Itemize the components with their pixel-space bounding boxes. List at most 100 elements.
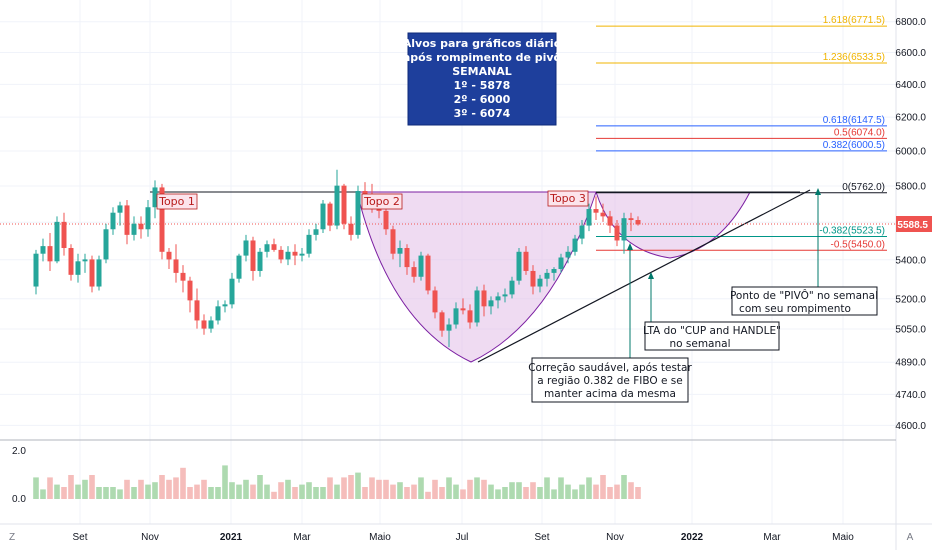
candle-body[interactable] bbox=[544, 272, 550, 279]
candle-body[interactable] bbox=[145, 207, 151, 230]
candle-body[interactable] bbox=[341, 185, 347, 224]
candle-body[interactable] bbox=[61, 221, 67, 249]
candle-body[interactable] bbox=[453, 308, 459, 325]
candle-body[interactable] bbox=[600, 212, 606, 217]
candle-body[interactable] bbox=[397, 248, 403, 254]
candle-body[interactable] bbox=[96, 259, 102, 287]
candle-body[interactable] bbox=[236, 255, 242, 279]
candle-body[interactable] bbox=[495, 296, 501, 301]
candle-body[interactable] bbox=[215, 306, 221, 321]
candle-body[interactable] bbox=[551, 269, 557, 273]
correction-note[interactable]: Correção saudável, após testar a região … bbox=[528, 243, 692, 403]
candle-body[interactable] bbox=[201, 320, 207, 329]
candle-body[interactable] bbox=[313, 229, 319, 235]
candle-body[interactable] bbox=[271, 244, 277, 250]
candle-body[interactable] bbox=[523, 251, 529, 271]
candle-body[interactable] bbox=[180, 272, 186, 281]
candle-body[interactable] bbox=[89, 259, 95, 287]
candle-body[interactable] bbox=[173, 259, 179, 273]
candle-body[interactable] bbox=[481, 290, 487, 307]
candle-body[interactable] bbox=[278, 249, 284, 260]
candle-body[interactable] bbox=[628, 218, 634, 221]
candle-body[interactable] bbox=[306, 234, 312, 254]
candle-body[interactable] bbox=[390, 229, 396, 254]
time-axis[interactable]: Set Nov 2021 Mar Maio Jul Set Nov 2022 Mar Maio bbox=[72, 532, 854, 543]
candle-body[interactable] bbox=[362, 190, 368, 195]
candle-body[interactable] bbox=[439, 312, 445, 331]
candle-body[interactable] bbox=[124, 205, 130, 235]
candle-body[interactable] bbox=[432, 290, 438, 313]
candle-body[interactable] bbox=[208, 320, 214, 329]
cup-shape[interactable] bbox=[356, 191, 597, 363]
topo3-label[interactable]: Topo 3 bbox=[547, 190, 589, 207]
candle-body[interactable] bbox=[579, 225, 585, 239]
auto-scale-button[interactable]: A bbox=[907, 532, 914, 543]
candle-body[interactable] bbox=[257, 251, 263, 271]
lta-note[interactable]: LTA do "CUP and HANDLE" no semanal bbox=[643, 272, 781, 351]
candle-body[interactable] bbox=[355, 190, 361, 235]
candle-body[interactable] bbox=[75, 261, 81, 275]
timezone-button[interactable]: Z bbox=[9, 532, 15, 543]
candle-body[interactable] bbox=[334, 185, 340, 226]
candle-body[interactable] bbox=[159, 187, 165, 252]
topo2-label[interactable]: Topo 2 bbox=[361, 193, 403, 210]
candle-body[interactable] bbox=[530, 270, 536, 287]
candle-body[interactable] bbox=[621, 218, 627, 241]
candle-body[interactable] bbox=[411, 267, 417, 277]
candle-body[interactable] bbox=[614, 225, 620, 241]
candle-body[interactable] bbox=[327, 203, 333, 226]
candle-body[interactable] bbox=[299, 253, 305, 256]
candle-body[interactable] bbox=[425, 255, 431, 291]
candle-body[interactable] bbox=[516, 251, 522, 281]
topo1-label[interactable]: Topo 1 bbox=[156, 193, 198, 210]
pivot-note[interactable]: Ponto de "PIVÔ" no semanal com seu rompi… bbox=[730, 188, 878, 316]
candle-body[interactable] bbox=[509, 280, 515, 295]
candle-body[interactable] bbox=[607, 216, 613, 226]
candle-body[interactable] bbox=[467, 310, 473, 323]
targets-box[interactable]: Alvos para gráficos diário após rompimen… bbox=[403, 32, 562, 126]
candle-body[interactable] bbox=[565, 251, 571, 258]
fibonacci-levels[interactable]: 1.618(6771.5)1.236(6533.5)0.618(6147.5)0… bbox=[596, 15, 887, 251]
candle-body[interactable] bbox=[558, 257, 564, 270]
candle-body[interactable] bbox=[131, 223, 137, 235]
candle-body[interactable] bbox=[40, 246, 46, 254]
candle-body[interactable] bbox=[229, 278, 235, 305]
candle-body[interactable] bbox=[117, 205, 123, 213]
candle-body[interactable] bbox=[404, 248, 410, 268]
candle-body[interactable] bbox=[103, 229, 109, 260]
candle-body[interactable] bbox=[68, 248, 74, 275]
candle-body[interactable] bbox=[292, 251, 298, 256]
candle-body[interactable] bbox=[54, 221, 60, 262]
candle-body[interactable] bbox=[250, 240, 256, 271]
candle-body[interactable] bbox=[264, 244, 270, 252]
candle-body[interactable] bbox=[418, 255, 424, 277]
candle-body[interactable] bbox=[572, 238, 578, 252]
candle-body[interactable] bbox=[166, 251, 172, 260]
candle-body[interactable] bbox=[320, 203, 326, 230]
candle-body[interactable] bbox=[243, 240, 249, 256]
candle-body[interactable] bbox=[187, 280, 193, 301]
candle-body[interactable] bbox=[110, 212, 116, 230]
candle-body[interactable] bbox=[383, 210, 389, 230]
candle-body[interactable] bbox=[285, 251, 291, 260]
candle-body[interactable] bbox=[460, 308, 466, 311]
candle-body[interactable] bbox=[635, 220, 641, 225]
lta-trendline[interactable] bbox=[477, 189, 811, 363]
candle-body[interactable] bbox=[138, 223, 144, 230]
candle-body[interactable] bbox=[446, 324, 452, 331]
candle-body[interactable] bbox=[593, 209, 599, 213]
candle-body[interactable] bbox=[194, 300, 200, 321]
candle-body[interactable] bbox=[82, 259, 88, 262]
candle-body[interactable] bbox=[152, 187, 158, 208]
candle-body[interactable] bbox=[537, 278, 543, 287]
candle-body[interactable] bbox=[488, 300, 494, 307]
candle-body[interactable] bbox=[474, 290, 480, 323]
candle-body[interactable] bbox=[348, 223, 354, 235]
candle-body[interactable] bbox=[502, 294, 508, 297]
candle-body[interactable] bbox=[586, 209, 592, 226]
candlesticks[interactable] bbox=[33, 169, 641, 348]
candle-body[interactable] bbox=[47, 246, 53, 262]
candle-body[interactable] bbox=[33, 253, 39, 287]
candle-body[interactable] bbox=[222, 304, 228, 307]
